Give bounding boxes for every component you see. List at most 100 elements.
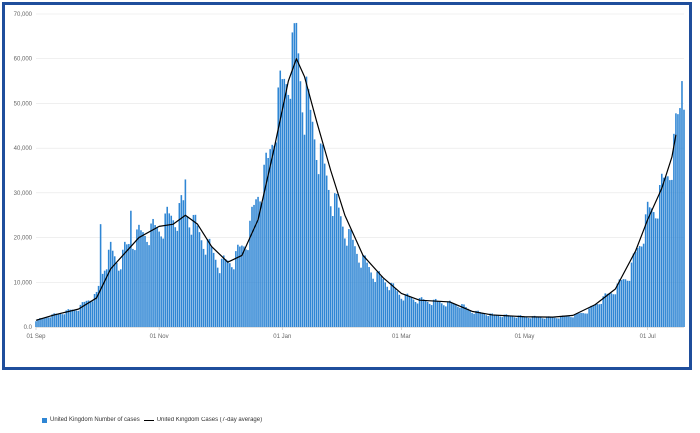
bar (247, 250, 249, 327)
bar (584, 313, 586, 327)
bar (489, 313, 491, 327)
bar (523, 316, 526, 327)
bar (122, 249, 124, 327)
bar (572, 317, 574, 327)
bar (491, 313, 494, 327)
bar (237, 244, 239, 327)
bar (178, 203, 181, 327)
bar (220, 258, 223, 327)
bar (426, 301, 429, 327)
bar (156, 227, 158, 327)
bar (378, 271, 380, 327)
bar (327, 189, 330, 327)
bar (374, 281, 376, 327)
bar (273, 145, 275, 327)
bar (43, 317, 45, 327)
bar (438, 301, 441, 327)
bar (671, 179, 673, 327)
bar (507, 315, 510, 327)
bar (124, 241, 126, 327)
bar (231, 267, 233, 327)
bar (663, 177, 665, 327)
bar (598, 304, 600, 327)
bar (87, 300, 90, 327)
bar (600, 303, 603, 327)
bar (142, 232, 144, 327)
bar (451, 302, 453, 327)
bar (533, 315, 536, 327)
bar (547, 316, 550, 327)
bar (138, 224, 140, 327)
bar (366, 262, 368, 327)
bar (539, 317, 542, 327)
bar (235, 251, 237, 327)
bar (65, 310, 68, 327)
bar (35, 321, 37, 327)
bar (624, 279, 627, 327)
bar (89, 300, 92, 327)
x-tick-label: 01 Jan (273, 334, 291, 340)
bar (301, 112, 304, 327)
bar (267, 157, 269, 327)
bar (513, 317, 516, 327)
bar (229, 263, 231, 327)
bar (545, 316, 548, 327)
bar (317, 174, 320, 327)
bar (477, 310, 479, 327)
bar (186, 216, 189, 327)
bar (640, 246, 643, 327)
bar (144, 235, 146, 327)
bar (376, 271, 378, 327)
bar (162, 238, 164, 327)
bar (521, 316, 524, 327)
bar (269, 149, 271, 327)
seven-day-average-line (35, 58, 677, 321)
bar (136, 229, 138, 327)
bar (654, 218, 657, 327)
bar (541, 318, 544, 327)
bar (81, 302, 84, 327)
bar (511, 316, 514, 327)
bar (549, 317, 552, 327)
bar (586, 313, 588, 327)
bar (582, 313, 584, 327)
bar (113, 256, 116, 327)
bar (182, 200, 185, 327)
bar (319, 143, 322, 327)
bar (352, 239, 354, 327)
bar (192, 214, 195, 327)
bar (380, 276, 382, 327)
bar (243, 246, 245, 327)
bar (59, 313, 62, 327)
bar (194, 214, 197, 327)
bar (188, 227, 191, 327)
bar (642, 243, 645, 327)
bar (485, 315, 487, 327)
bar (99, 224, 102, 327)
bar (111, 250, 114, 327)
bar (390, 282, 393, 327)
bar (120, 269, 122, 327)
bar (560, 316, 562, 327)
bar (665, 176, 667, 327)
bar (568, 316, 570, 327)
bar (263, 164, 265, 327)
bar (126, 244, 128, 327)
x-tick-label: 01 May (515, 334, 535, 340)
bar (307, 89, 310, 328)
bar (527, 317, 530, 327)
bar (418, 298, 421, 327)
bar (398, 294, 401, 327)
bar (610, 293, 613, 327)
y-tick-label: 50,000 (14, 101, 33, 107)
bar (255, 199, 257, 327)
bar (75, 310, 78, 327)
bar (249, 220, 251, 327)
bar (202, 248, 205, 327)
bar (392, 283, 395, 327)
bar (483, 313, 485, 327)
bar (434, 298, 437, 327)
chart-frame: 01 Sep 01 Nov 01 Jan 01 Mar 01 May 01 Jul 0.0… (2, 2, 692, 370)
bar (677, 114, 679, 327)
bar (180, 195, 183, 327)
